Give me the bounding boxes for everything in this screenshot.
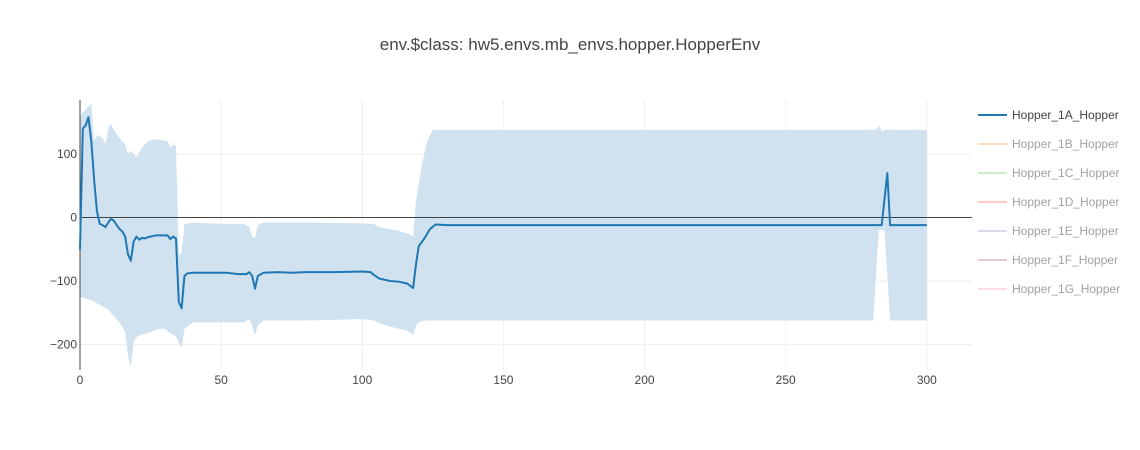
legend-item[interactable]: Hopper_1G_Hopper [978,282,1120,296]
y-tick-label: −100 [50,274,77,288]
series-line [79,116,927,310]
legend-label: Hopper_1E_Hopper [1012,224,1119,238]
x-tick-label: 0 [77,373,84,387]
confidence-bands [80,103,927,367]
legend-item[interactable]: Hopper_1D_Hopper [978,195,1119,209]
y-tick-label: −200 [50,338,77,352]
legend-label: Hopper_1G_Hopper [1012,282,1120,296]
series-lines [79,116,927,310]
legend-item[interactable]: Hopper_1E_Hopper [978,224,1119,238]
y-axis-ticks: −200 −100 0 100 [50,147,77,352]
x-tick-label: 100 [352,373,372,387]
series-band [80,103,927,367]
legend-item[interactable]: Hopper_1A_Hopper [978,108,1119,122]
legend-item[interactable]: Hopper_1F_Hopper [978,253,1118,267]
x-tick-label: 200 [635,373,655,387]
legend-label: Hopper_1A_Hopper [1012,108,1119,122]
x-tick-label: 250 [776,373,796,387]
chart-title: env.$class: hw5.envs.mb_envs.hopper.Hopp… [380,35,761,54]
y-tick-label: 0 [70,211,77,225]
legend-label: Hopper_1C_Hopper [1012,166,1119,180]
x-tick-label: 50 [214,373,228,387]
x-axis-ticks: 0 50 100 150 200 250 300 [77,373,938,387]
legend-item[interactable]: Hopper_1B_Hopper [978,137,1119,151]
x-tick-label: 300 [917,373,937,387]
y-tick-label: 100 [57,147,77,161]
legend-item[interactable]: Hopper_1C_Hopper [978,166,1119,180]
legend-label: Hopper_1F_Hopper [1012,253,1118,267]
legend[interactable]: Hopper_1A_Hopper Hopper_1B_Hopper Hopper_1… [978,108,1120,296]
x-tick-label: 150 [493,373,513,387]
legend-label: Hopper_1B_Hopper [1012,137,1119,151]
legend-label: Hopper_1D_Hopper [1012,195,1119,209]
